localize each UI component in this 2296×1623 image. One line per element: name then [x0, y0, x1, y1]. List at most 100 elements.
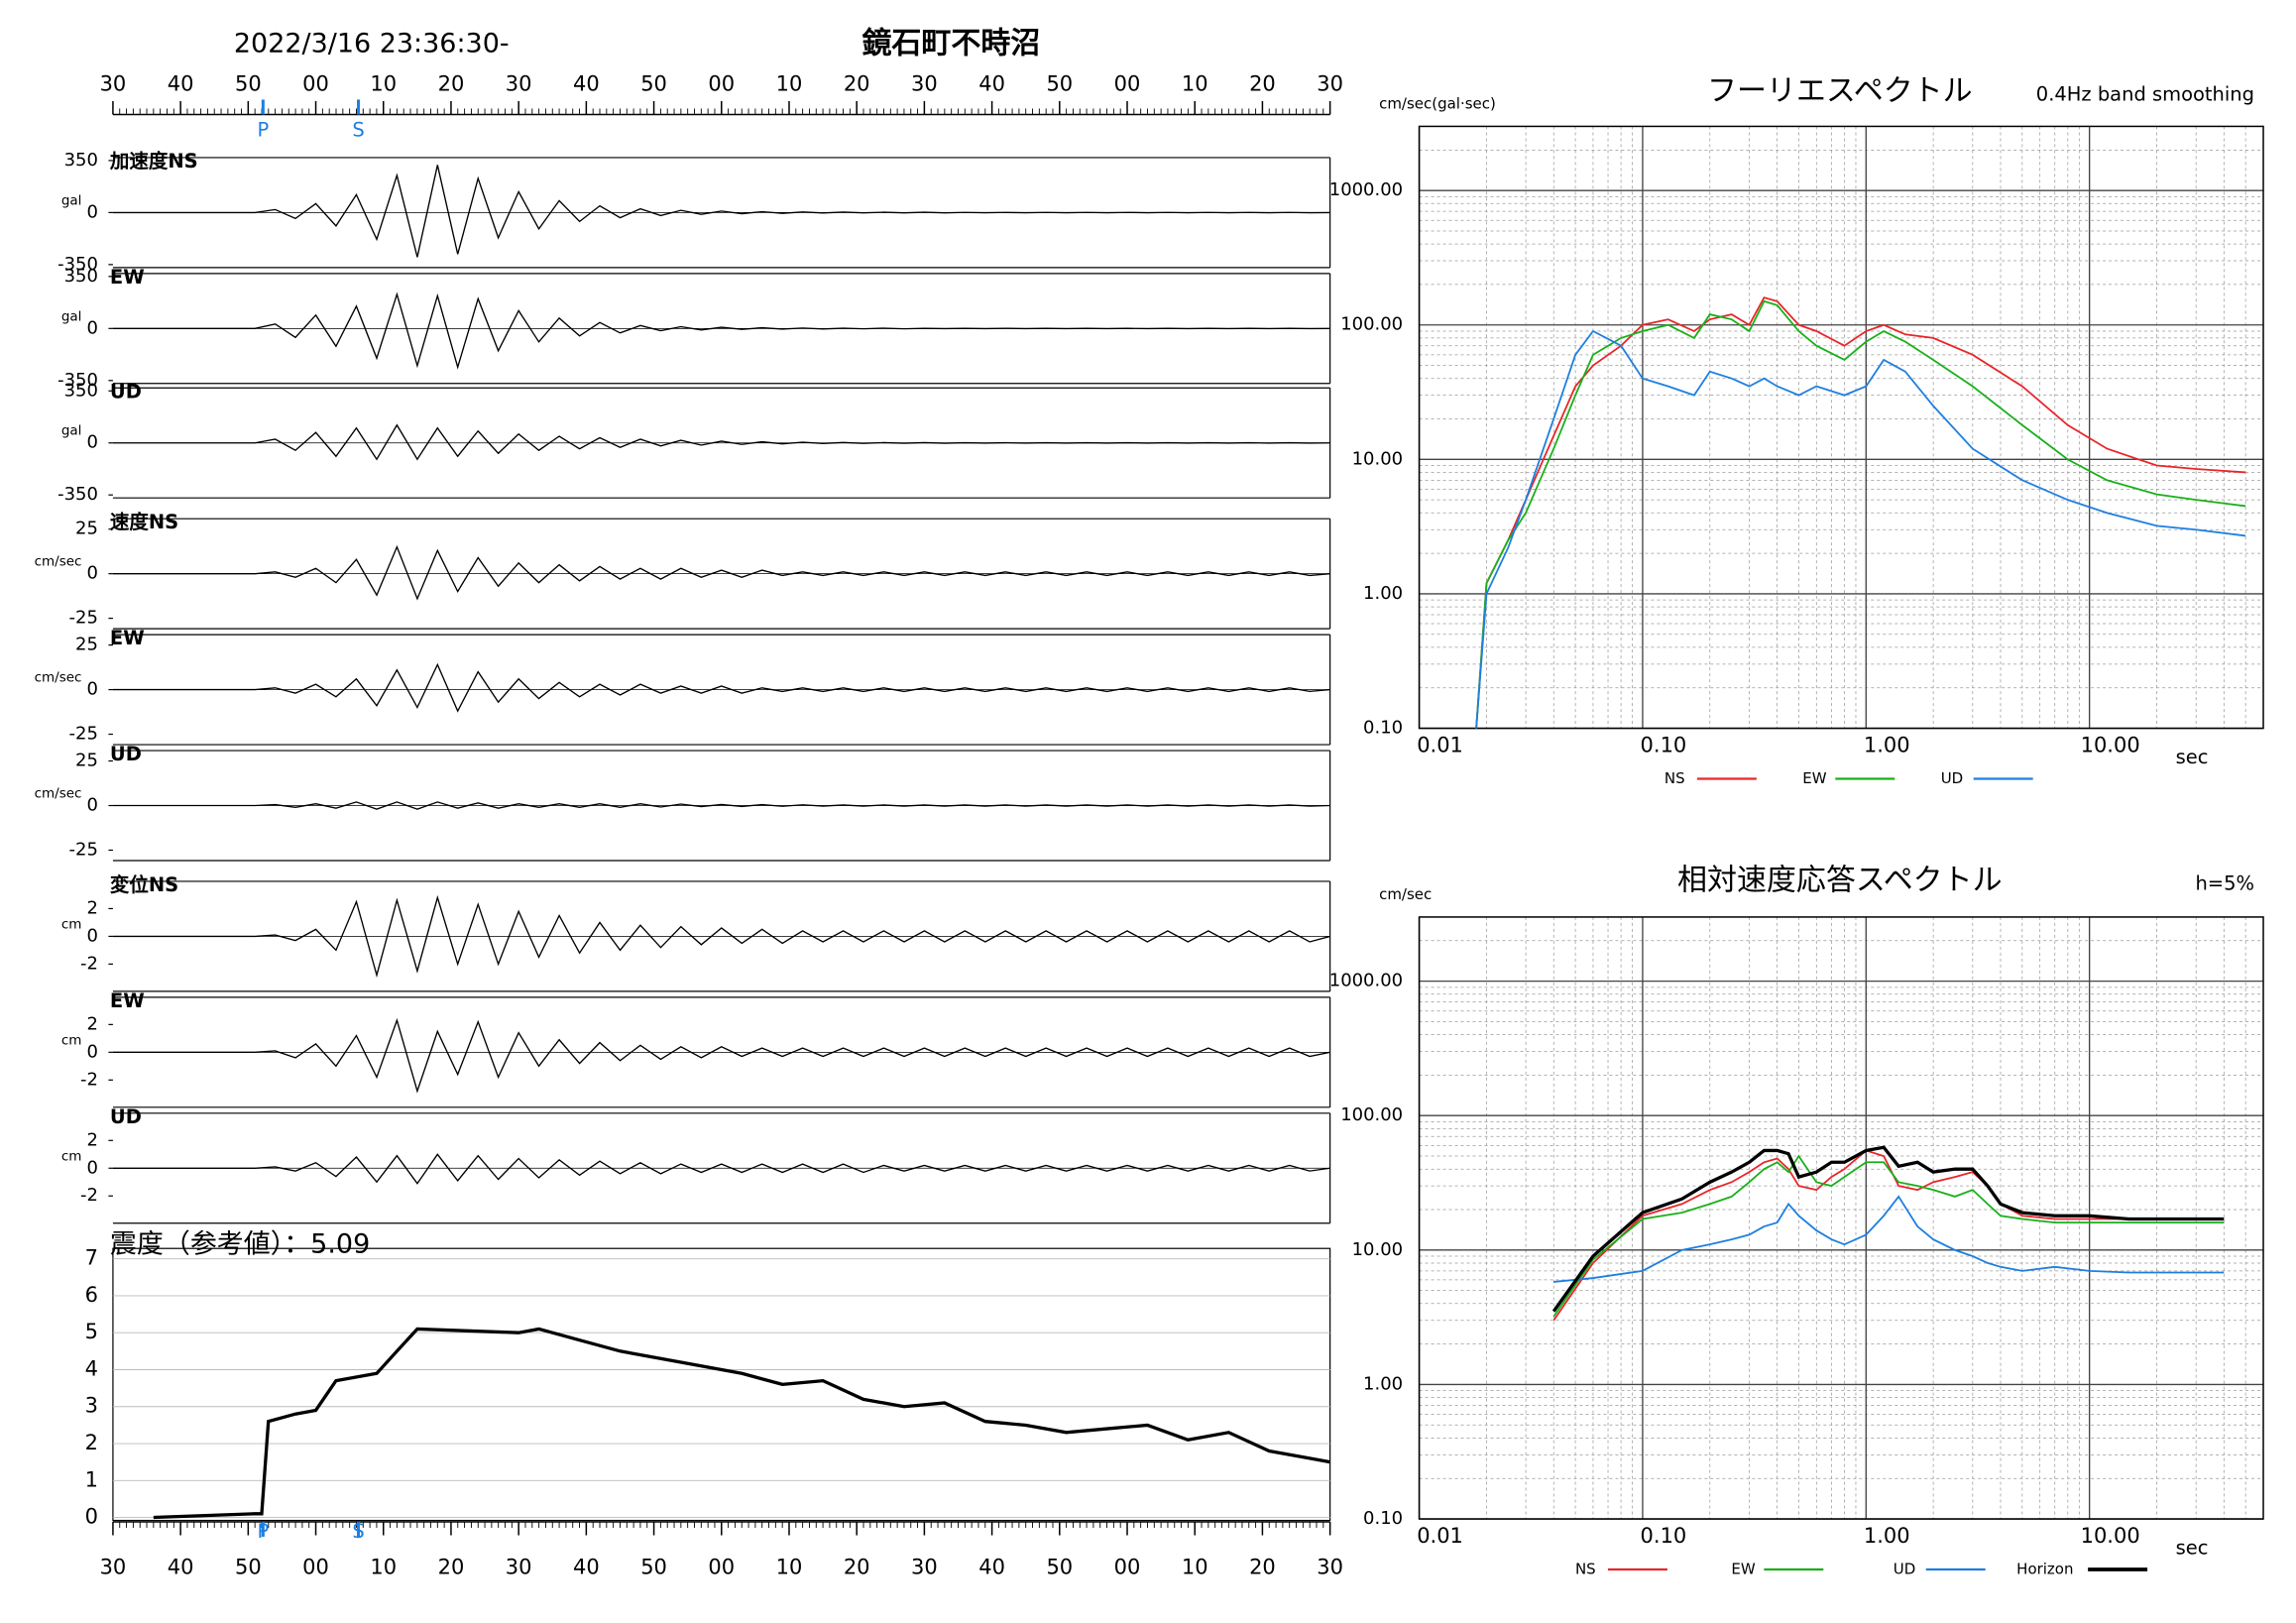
- chart-subtitle: 0.4Hz band smoothing: [2036, 82, 2254, 105]
- trace-label: EW: [110, 989, 145, 1012]
- y-tick-label: 5: [85, 1320, 98, 1343]
- spectrum-line: [1553, 1195, 2225, 1283]
- legend-label: Horizon: [2016, 1561, 2073, 1578]
- x-tick-label: 20: [438, 1556, 465, 1579]
- trace-label: 変位NS: [110, 873, 178, 896]
- x-tick-label: 20: [1249, 1556, 1276, 1579]
- phase-label: P: [257, 1520, 269, 1543]
- trace-unit: cm/sec: [35, 554, 82, 570]
- x-tick-label: 00: [1114, 71, 1141, 95]
- x-tick-label: 10: [1182, 1556, 1208, 1579]
- x-tick-label: 0.10: [1641, 734, 1687, 757]
- trace-unit: cm/sec: [35, 670, 82, 686]
- y-tick-label: 1.00: [1363, 1373, 1403, 1394]
- x-tick-label: 20: [438, 71, 465, 95]
- waveform: [112, 662, 1330, 713]
- y-tick-label: 10.00: [1352, 1239, 1403, 1260]
- waveform: [112, 423, 1330, 461]
- y-tick-label: 1000.00: [1329, 971, 1403, 991]
- y-tick-label: 0: [86, 679, 97, 700]
- legend-label: NS: [1575, 1561, 1596, 1578]
- x-tick-label: 50: [235, 1556, 262, 1579]
- y-tick-label: 1.00: [1363, 583, 1403, 604]
- y-tick-label: -350: [57, 484, 98, 505]
- x-tick-label: 40: [978, 71, 1005, 95]
- x-tick-label: 30: [1317, 1556, 1343, 1579]
- spectrum-line: [1552, 1149, 2225, 1322]
- legend-label: EW: [1802, 769, 1826, 787]
- y-tick-label: 7: [85, 1246, 98, 1270]
- plot-frame: [112, 1247, 1331, 1522]
- x-tick-label: 0.01: [1417, 734, 1463, 757]
- trace-label: UD: [110, 380, 142, 403]
- y-tick-label: 0: [86, 563, 97, 584]
- legend-label: NS: [1665, 769, 1685, 787]
- waveform: [112, 801, 1330, 810]
- intensity-line: [153, 1327, 1330, 1520]
- x-tick-label: 1.00: [1864, 734, 1910, 757]
- x-axis-label: sec: [2176, 746, 2209, 768]
- x-tick-label: 10.00: [2081, 734, 2140, 757]
- chart-title: フーリエスペクトル: [1707, 73, 1973, 108]
- x-tick-label: 40: [168, 71, 194, 95]
- legend-label: UD: [1941, 769, 1964, 787]
- trace-label: EW: [110, 627, 145, 649]
- y-tick-label: 0: [86, 317, 97, 338]
- y-axis-label: cm/sec(gal·sec): [1379, 94, 1496, 112]
- x-tick-label: 0.10: [1641, 1524, 1687, 1548]
- y-tick-label: 2: [86, 897, 97, 918]
- chart-title: 鏡石町不時沼: [861, 27, 1040, 61]
- waveform: [112, 1153, 1330, 1185]
- legend-label: UD: [1894, 1561, 1916, 1578]
- y-tick-label: 0.10: [1363, 1508, 1403, 1529]
- x-tick-label: 30: [506, 71, 532, 95]
- y-tick-label: -350: [57, 254, 98, 275]
- x-tick-label: 50: [1046, 1556, 1073, 1579]
- y-tick-label: 0: [86, 925, 97, 946]
- y-tick-label: 0: [86, 432, 97, 453]
- trace-label: UD: [110, 743, 142, 765]
- trace-unit: cm: [61, 1148, 82, 1164]
- trace-label: UD: [110, 1105, 142, 1128]
- y-axis-label: cm/sec: [1379, 885, 1432, 903]
- spectrum-line: [1475, 296, 2246, 729]
- spectrum-line: [1475, 299, 2246, 729]
- waveform: [112, 1017, 1330, 1094]
- chart-title: 震度（参考値）：5.09: [110, 1229, 370, 1260]
- y-tick-label: 25: [75, 751, 98, 771]
- x-tick-label: 30: [100, 1556, 127, 1579]
- x-tick-label: 20: [844, 71, 870, 95]
- x-tick-label: 50: [235, 71, 262, 95]
- trace-unit: gal: [61, 192, 82, 208]
- x-tick-label: 00: [302, 1556, 329, 1579]
- waveform: [112, 544, 1330, 601]
- x-tick-label: 10.00: [2081, 1524, 2140, 1548]
- plot-frame: [1418, 125, 2264, 730]
- x-tick-label: 10: [370, 71, 397, 95]
- y-tick-label: -2: [80, 953, 98, 974]
- x-tick-label: 50: [1046, 71, 1073, 95]
- y-tick-label: 2: [86, 1013, 97, 1034]
- y-tick-label: -25: [69, 724, 98, 745]
- x-tick-label: 40: [573, 1556, 600, 1579]
- waveform: [112, 894, 1330, 979]
- trace-label: 速度NS: [110, 511, 178, 533]
- y-tick-label: -2: [80, 1069, 98, 1090]
- waveform: [112, 165, 1330, 258]
- x-tick-label: 30: [100, 71, 127, 95]
- y-tick-label: 350: [64, 150, 98, 171]
- y-tick-label: 10.00: [1352, 448, 1403, 469]
- x-tick-label: 30: [911, 1556, 938, 1579]
- x-tick-label: 10: [1182, 71, 1208, 95]
- trace-unit: gal: [61, 308, 82, 324]
- trace-label: EW: [110, 266, 145, 289]
- x-tick-label: 0.01: [1417, 1524, 1463, 1548]
- y-tick-label: 0.10: [1363, 718, 1403, 739]
- y-tick-label: 100.00: [1340, 1104, 1403, 1125]
- x-tick-label: 30: [911, 71, 938, 95]
- y-tick-label: 0: [86, 795, 97, 816]
- x-tick-label: 40: [978, 1556, 1005, 1579]
- waveform: [112, 291, 1330, 370]
